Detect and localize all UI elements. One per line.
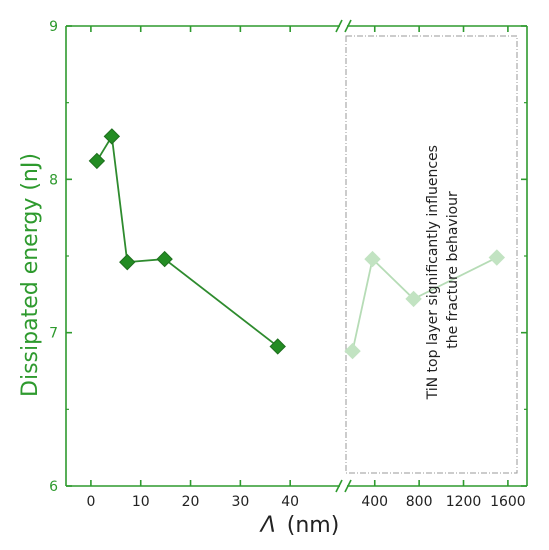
annotation-line-2: the fracture behaviour bbox=[445, 191, 461, 349]
annotation-line-1: TiN top layer significantly influences bbox=[425, 145, 441, 400]
y-tick-label-3: 9 bbox=[49, 19, 58, 35]
annotation-box bbox=[345, 35, 518, 474]
x-seg2-tick-label-0: 400 bbox=[361, 494, 388, 510]
series-2-point-1 bbox=[344, 342, 361, 360]
x-seg1-tick-label-2: 20 bbox=[182, 494, 200, 510]
series-2-point-4 bbox=[488, 249, 506, 266]
series-1-point-1 bbox=[88, 152, 106, 170]
x-seg1-tick-label-3: 30 bbox=[231, 494, 249, 510]
x-axis-title: Λ (nm) bbox=[259, 513, 340, 538]
series-1-point-2 bbox=[103, 128, 121, 145]
tick-labels: 6 7 8 9 0 10 20 30 40 400 800 1200 1600 bbox=[49, 19, 526, 510]
series-1-line bbox=[96, 133, 279, 348]
y-tick-label-1: 7 bbox=[49, 326, 58, 342]
x-axis-unit: (nm) bbox=[287, 513, 340, 538]
series-2-point-2 bbox=[364, 250, 381, 268]
annotation-box-border bbox=[345, 35, 518, 474]
y-axis-title: Dissipated energy (nJ) bbox=[18, 153, 43, 397]
series-markers bbox=[88, 128, 506, 360]
x-seg2-tick-label-3: 1600 bbox=[490, 494, 526, 510]
axis-break-mark-top-2 bbox=[344, 19, 352, 33]
series-1-point-4 bbox=[156, 250, 173, 268]
axis-break-mark-bottom-1 bbox=[335, 479, 343, 493]
series-2-point-3 bbox=[405, 290, 422, 308]
tick-marks bbox=[66, 25, 527, 487]
x-seg1-tick-label-1: 10 bbox=[132, 494, 150, 510]
series-1-point-5 bbox=[269, 338, 286, 355]
x-seg2-tick-label-1: 800 bbox=[406, 494, 433, 510]
x-seg2-tick-label-2: 1200 bbox=[446, 494, 482, 510]
y-tick-label-2: 8 bbox=[49, 172, 58, 188]
x-seg1-tick-label-0: 0 bbox=[86, 494, 95, 510]
axis-break-mark-top-1 bbox=[335, 19, 343, 33]
series-2-line bbox=[351, 256, 498, 352]
x-axis-symbol: Λ bbox=[259, 513, 276, 538]
series-1-point-3 bbox=[119, 253, 136, 271]
x-seg1-tick-label-4: 40 bbox=[281, 494, 299, 510]
axis-break-mark-bottom-2 bbox=[344, 479, 352, 493]
y-tick-label-0: 6 bbox=[49, 479, 58, 495]
annotation-text: TiN top layer significantly influences t… bbox=[425, 141, 461, 401]
